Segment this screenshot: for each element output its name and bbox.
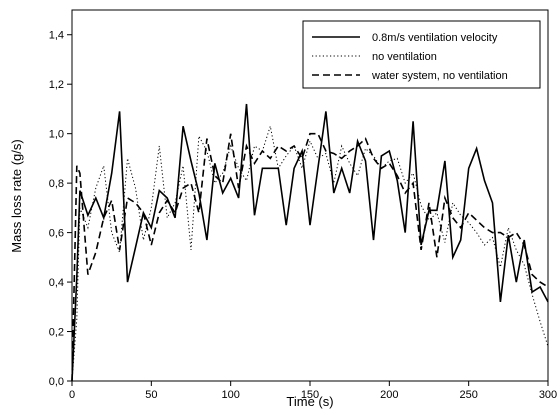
- series-line-3: [71, 132, 549, 382]
- legend-label: no ventilation: [372, 51, 437, 63]
- y-tick-label: 1,4: [49, 30, 64, 42]
- x-tick-label: 300: [539, 389, 557, 401]
- legend-label: 0.8m/s ventilation velocity: [372, 32, 498, 44]
- legend-box: [302, 20, 541, 89]
- legend-label: water system, no ventilation: [371, 70, 508, 82]
- x-tick-label: 50: [145, 389, 157, 401]
- y-tick-label: 0,6: [49, 228, 64, 240]
- y-tick-label: 1,0: [49, 129, 64, 141]
- x-tick-label: 0: [69, 389, 75, 401]
- y-tick-label: 0,0: [49, 376, 64, 388]
- series-layer: [71, 103, 549, 382]
- x-tick-label: 250: [459, 389, 477, 401]
- y-tick-label: 0,4: [49, 277, 64, 289]
- x-tick-label: 100: [221, 389, 239, 401]
- y-tick-label: 0,2: [49, 327, 64, 339]
- x-axis-title: Time (s): [286, 394, 333, 409]
- x-tick-label: 200: [380, 389, 398, 401]
- x-axis: 0 50 100 150 200 250 300: [69, 381, 557, 401]
- y-tick-label: 0,8: [49, 178, 64, 190]
- y-axis: 0,0 0,2 0,4 0,6 0,8 1,0 1,2 1,4: [49, 30, 72, 388]
- x-tick-label: 150: [301, 389, 319, 401]
- legend: 0.8m/s ventilation velocity no ventilatio…: [302, 20, 541, 89]
- y-axis-title: Mass loss rate (g/s): [9, 139, 24, 252]
- series-line-1: [71, 103, 549, 382]
- series-line-2: [71, 126, 549, 382]
- y-tick-label: 1,2: [49, 79, 64, 91]
